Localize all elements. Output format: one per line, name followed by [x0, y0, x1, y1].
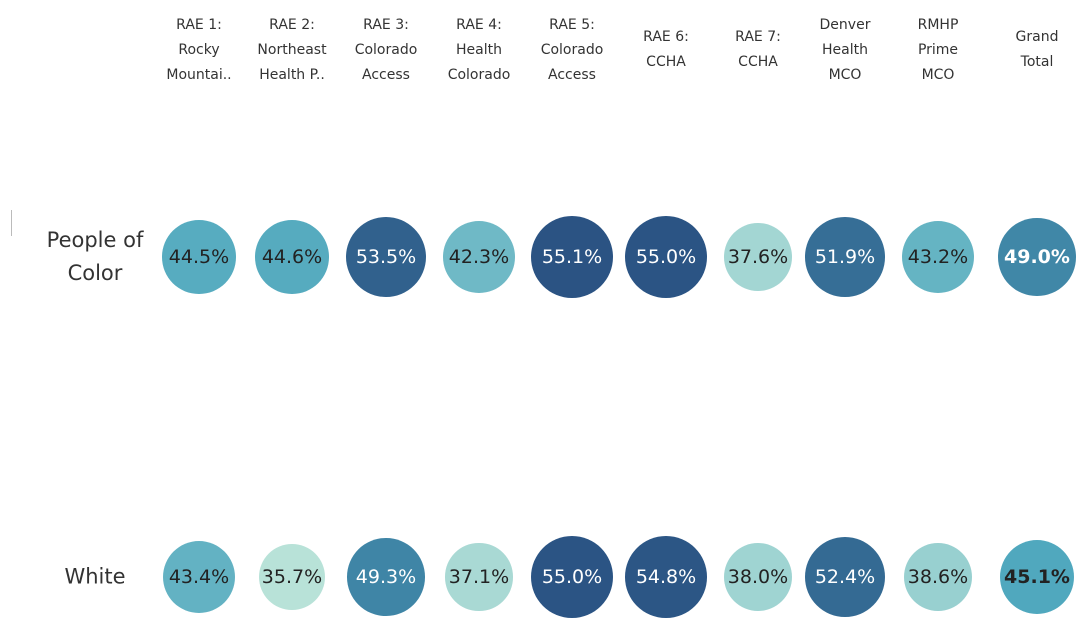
value-label: 54.8% [635, 565, 697, 588]
value-label: 55.1% [541, 246, 603, 268]
bubble: 44.6% [255, 220, 329, 294]
bubble: 55.1% [531, 216, 613, 298]
value-label: 51.9% [814, 245, 876, 268]
value-label: 37.6% [727, 245, 789, 268]
bubble: 38.0% [723, 542, 793, 612]
bubble: 45.1% [999, 539, 1075, 615]
value-label: 43.4% [168, 565, 230, 588]
value-label: 55.0% [635, 245, 697, 268]
header-line: Colorado [354, 41, 418, 58]
bubble: 35.7% [258, 543, 325, 610]
header-line: Health [822, 41, 868, 58]
column-header: RAE 6: CCHA [620, 10, 712, 90]
header-line: Mountai.. [166, 66, 232, 83]
value-label: 37.1% [448, 565, 510, 588]
row-label: White [64, 564, 126, 589]
value-label: 38.0% [727, 565, 789, 588]
value-label: 45.1% [1004, 565, 1070, 588]
column-header: RMHP Prime MCO [892, 10, 984, 90]
header-line: MCO [828, 66, 862, 83]
header-line: Total [1020, 54, 1054, 70]
bubble: 44.5% [162, 220, 236, 294]
header-line: Access [548, 66, 596, 83]
bubble: 43.2% [901, 220, 975, 294]
value-label: 42.3% [448, 245, 510, 268]
bubble: 42.3% [443, 221, 515, 293]
header-line: Rocky [178, 41, 220, 58]
bubble: 55.0% [531, 536, 613, 618]
value-label: 44.5% [168, 245, 230, 268]
column-header: RAE 7: CCHA [712, 10, 804, 90]
header-line: RAE 2: [269, 16, 315, 33]
column-header: RAE 2: Northeast Health P.. [246, 10, 338, 90]
column-header: RAE 1: Rocky Mountai.. [153, 10, 245, 90]
bubble: 37.1% [445, 543, 513, 611]
value-label: 53.5% [355, 245, 417, 268]
header-line: Health [456, 41, 502, 58]
header-line: Northeast [257, 41, 327, 58]
value-label: 35.7% [261, 565, 323, 588]
value-label: 55.0% [541, 565, 603, 588]
value-label: 49.0% [1004, 245, 1070, 268]
value-label: 43.2% [907, 245, 969, 268]
column-header: Grand Total [991, 10, 1076, 90]
header-line: Prime [917, 41, 959, 58]
header-line: RAE 7: [735, 29, 781, 45]
bubble: 49.3% [347, 538, 425, 616]
value-label: 44.6% [261, 245, 323, 268]
value-label: 49.3% [355, 565, 417, 588]
header-line: Colorado [447, 66, 511, 83]
bubble: 51.9% [805, 217, 885, 297]
bubble: 49.0% [998, 218, 1076, 296]
header-line: RAE 3: [363, 16, 409, 33]
header-line: RAE 4: [456, 16, 502, 33]
bubble: 55.0% [625, 216, 707, 298]
header-line: RAE 6: [643, 29, 689, 45]
column-header: RAE 3: Colorado Access [340, 10, 432, 90]
column-header: Denver Health MCO [799, 10, 891, 90]
column-header: RAE 4: Health Colorado [433, 10, 525, 90]
header-line: MCO [921, 66, 955, 83]
header-line: Access [362, 66, 410, 83]
header-line: RAE 1: [176, 16, 222, 33]
bubble: 37.6% [724, 223, 792, 291]
header-line: CCHA [646, 54, 686, 70]
header-line: Grand [1015, 29, 1059, 45]
value-label: 38.6% [907, 565, 969, 588]
header-line: Health P.. [259, 66, 325, 83]
header-line: RAE 5: [549, 16, 595, 33]
header-line: Denver [819, 16, 871, 33]
bubble: 38.6% [903, 542, 973, 612]
value-label: 52.4% [814, 565, 876, 588]
bubble: 53.5% [345, 216, 427, 298]
bubble: 54.8% [625, 536, 707, 618]
header-line: RMHP [917, 16, 959, 33]
bubble: 43.4% [162, 540, 236, 614]
header-line: CCHA [738, 54, 778, 70]
divider [11, 210, 12, 236]
row-label: People of Color [46, 228, 144, 285]
header-line: Colorado [540, 41, 604, 58]
column-header: RAE 5: Colorado Access [526, 10, 618, 90]
bubble: 52.4% [805, 537, 885, 617]
